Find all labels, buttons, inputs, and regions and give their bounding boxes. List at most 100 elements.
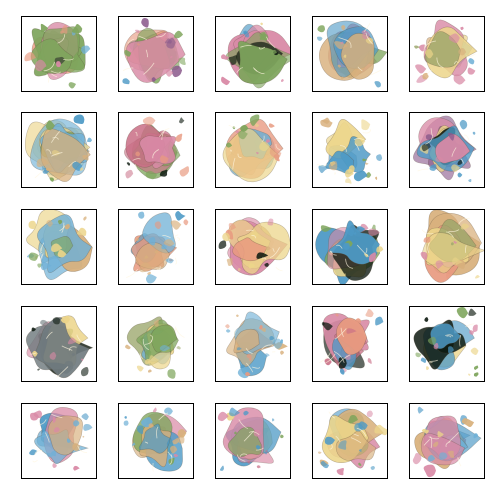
paint-blob: [233, 328, 260, 354]
paint-fleck: [68, 82, 77, 89]
paint-fleck: [265, 246, 271, 251]
paint-fleck: [280, 350, 285, 355]
paint-fleck: [124, 416, 127, 419]
paint-fleck: [176, 460, 181, 464]
highlight-streak: [417, 168, 429, 172]
highlight-streak: [77, 445, 88, 454]
paint-fleck: [354, 422, 363, 432]
paint-fleck: [172, 437, 180, 445]
highlight-streak: [245, 348, 253, 355]
abstract-image: [216, 307, 290, 381]
highlight-streak: [152, 149, 160, 159]
paint-fleck: [415, 64, 427, 74]
highlight-streak: [465, 245, 467, 254]
paint-fleck: [259, 325, 263, 330]
paint-fleck: [71, 352, 76, 357]
paint-fleck: [328, 161, 338, 171]
highlight-streak: [45, 432, 50, 443]
paint-fleck: [51, 150, 61, 156]
highlight-streak: [50, 131, 61, 143]
highlight-streak: [448, 229, 460, 233]
paint-fleck: [60, 30, 65, 34]
highlight-streak: [319, 352, 331, 364]
highlight-streak: [365, 32, 373, 45]
tile-r2-c1: [21, 112, 97, 188]
paint-fleck: [318, 451, 322, 454]
abstract-image: [22, 307, 96, 381]
paint-fleck: [343, 242, 350, 250]
highlight-streak: [139, 353, 144, 359]
abstract-image: [119, 210, 193, 284]
highlight-streak: [262, 257, 267, 260]
paint-fleck: [225, 229, 234, 240]
paint-fleck: [124, 49, 132, 57]
paint-fleck: [264, 451, 268, 455]
paint-fleck: [52, 317, 60, 325]
paint-fleck: [125, 344, 131, 350]
highlight-streak: [127, 38, 135, 44]
paint-fleck: [423, 236, 431, 243]
paint-fleck: [142, 116, 156, 126]
paint-fleck: [45, 120, 55, 131]
paint-fleck: [249, 114, 260, 127]
highlight-streak: [265, 36, 276, 49]
paint-blob: [335, 430, 377, 461]
paint-fleck: [126, 162, 131, 166]
tile-r4-c5: [409, 306, 485, 382]
highlight-streak: [37, 251, 43, 254]
tile-r4-c4: [312, 306, 388, 382]
paint-blob: [435, 133, 471, 164]
highlight-streak: [445, 334, 454, 337]
tile-r2-c2: [118, 112, 194, 188]
paint-fleck: [467, 67, 476, 75]
paint-fleck: [82, 155, 89, 161]
paint-fleck: [176, 346, 181, 350]
paint-fleck: [136, 365, 144, 372]
paint-fleck: [31, 327, 36, 332]
highlight-streak: [275, 266, 283, 272]
paint-fleck: [255, 123, 260, 128]
paint-fleck: [52, 416, 56, 423]
paint-fleck: [364, 253, 369, 258]
highlight-streak: [51, 413, 63, 419]
paint-fleck: [235, 130, 240, 134]
paint-fleck: [35, 59, 47, 72]
paint-fleck: [37, 368, 40, 371]
paint-fleck: [50, 450, 56, 457]
abstract-image: [216, 113, 290, 187]
paint-fleck: [343, 54, 347, 58]
paint-fleck: [221, 76, 231, 86]
highlight-streak: [336, 244, 343, 249]
highlight-streak: [365, 247, 368, 254]
paint-fleck: [170, 55, 173, 59]
paint-fleck: [170, 220, 182, 230]
highlight-streak: [445, 441, 451, 447]
abstract-image: [313, 17, 387, 91]
paint-fleck: [337, 64, 341, 68]
paint-fleck: [447, 450, 455, 458]
paint-fleck: [228, 223, 237, 231]
highlight-streak: [329, 250, 333, 254]
tile-r5-c4: [312, 403, 388, 479]
paint-fleck: [136, 237, 139, 242]
paint-fleck: [365, 308, 374, 318]
highlight-streak: [237, 153, 242, 158]
highlight-streak: [132, 158, 141, 161]
highlight-streak: [423, 44, 426, 57]
paint-fleck: [339, 368, 345, 375]
highlight-streak: [258, 46, 266, 50]
abstract-image: [410, 404, 484, 478]
paint-fleck: [24, 52, 37, 62]
paint-fleck: [469, 330, 474, 335]
paint-blob: [227, 426, 262, 458]
paint-fleck: [412, 452, 422, 465]
paint-fleck: [243, 410, 249, 416]
paint-fleck: [173, 453, 179, 458]
highlight-streak: [255, 447, 264, 451]
paint-fleck: [159, 169, 168, 177]
paint-fleck: [280, 434, 284, 439]
paint-fleck: [460, 223, 470, 230]
paint-fleck: [439, 452, 448, 460]
highlight-streak: [167, 451, 173, 458]
